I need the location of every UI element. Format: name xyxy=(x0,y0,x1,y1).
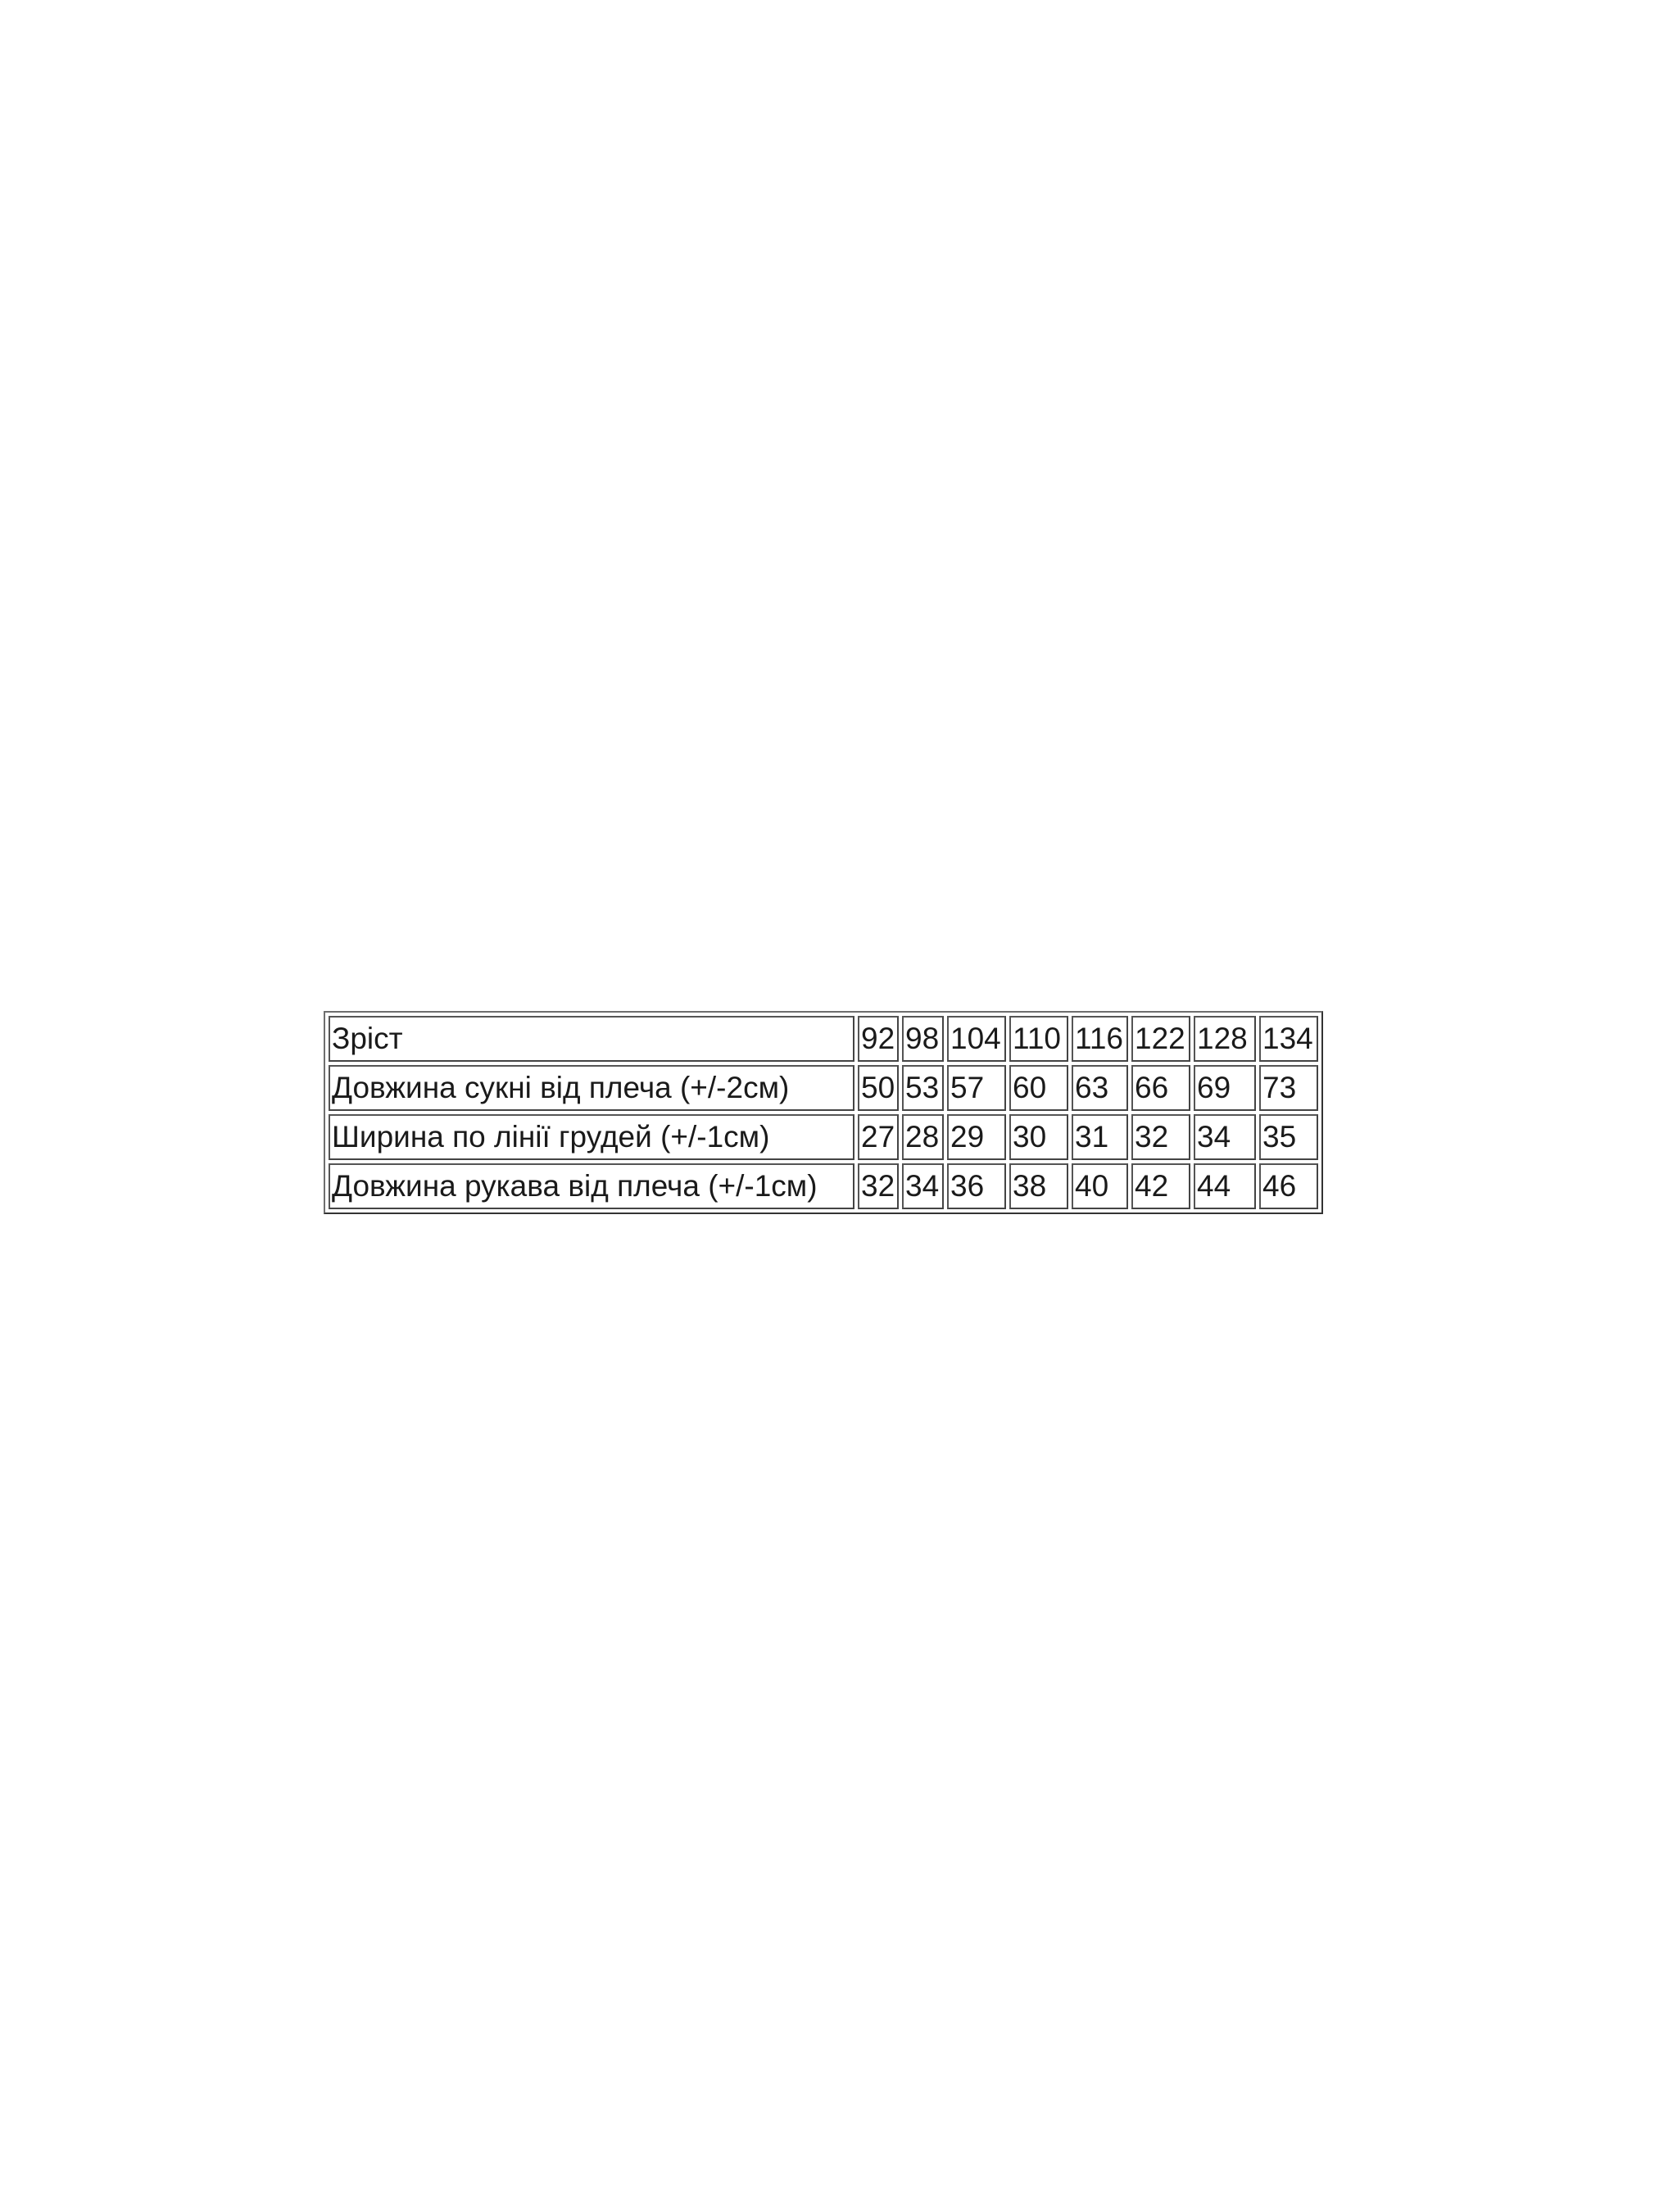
table-cell: 31 xyxy=(1072,1114,1128,1160)
table-cell: 110 xyxy=(1009,1016,1068,1062)
table-cell: 46 xyxy=(1259,1163,1318,1209)
table-cell: 104 xyxy=(947,1016,1006,1062)
table-cell: 44 xyxy=(1194,1163,1256,1209)
table-cell: 122 xyxy=(1131,1016,1190,1062)
table-cell: 92 xyxy=(858,1016,899,1062)
table-cell: 73 xyxy=(1259,1065,1318,1111)
row-label: Довжина рукава від плеча (+/-1см) xyxy=(329,1163,854,1209)
table-cell: 34 xyxy=(1194,1114,1256,1160)
row-label: Ширина по лінії грудей (+/-1см) xyxy=(329,1114,854,1160)
table-cell: 69 xyxy=(1194,1065,1256,1111)
table-cell: 29 xyxy=(947,1114,1006,1160)
table-cell: 35 xyxy=(1259,1114,1318,1160)
table-cell: 63 xyxy=(1072,1065,1128,1111)
table-header-row: Зріст 92 98 104 110 116 122 128 134 xyxy=(329,1016,1318,1062)
table-cell: 60 xyxy=(1009,1065,1068,1111)
table-cell: 128 xyxy=(1194,1016,1256,1062)
row-label: Довжина сукні від плеча (+/-2см) xyxy=(329,1065,854,1111)
table-cell: 28 xyxy=(902,1114,944,1160)
size-chart-table: Зріст 92 98 104 110 116 122 128 134 Довжина сукні… xyxy=(324,1011,1323,1214)
table-row: Довжина сукні від плеча (+/-2см) 50 53 57 60… xyxy=(329,1065,1318,1111)
table-cell: 34 xyxy=(902,1163,944,1209)
table-row: Ширина по лінії грудей (+/-1см) 27 28 29 30 3… xyxy=(329,1114,1318,1160)
table-cell: 42 xyxy=(1131,1163,1190,1209)
table-cell: 50 xyxy=(858,1065,899,1111)
table-cell: 116 xyxy=(1072,1016,1128,1062)
table-cell: 134 xyxy=(1259,1016,1318,1062)
row-label: Зріст xyxy=(329,1016,854,1062)
table-cell: 30 xyxy=(1009,1114,1068,1160)
table-cell: 98 xyxy=(902,1016,944,1062)
table-cell: 36 xyxy=(947,1163,1006,1209)
table-cell: 32 xyxy=(858,1163,899,1209)
table-cell: 57 xyxy=(947,1065,1006,1111)
table-cell: 27 xyxy=(858,1114,899,1160)
table-cell: 53 xyxy=(902,1065,944,1111)
table-row: Довжина рукава від плеча (+/-1см) 32 34 36 3… xyxy=(329,1163,1318,1209)
table-cell: 32 xyxy=(1131,1114,1190,1160)
table-cell: 66 xyxy=(1131,1065,1190,1111)
table-cell: 40 xyxy=(1072,1163,1128,1209)
table-cell: 38 xyxy=(1009,1163,1068,1209)
